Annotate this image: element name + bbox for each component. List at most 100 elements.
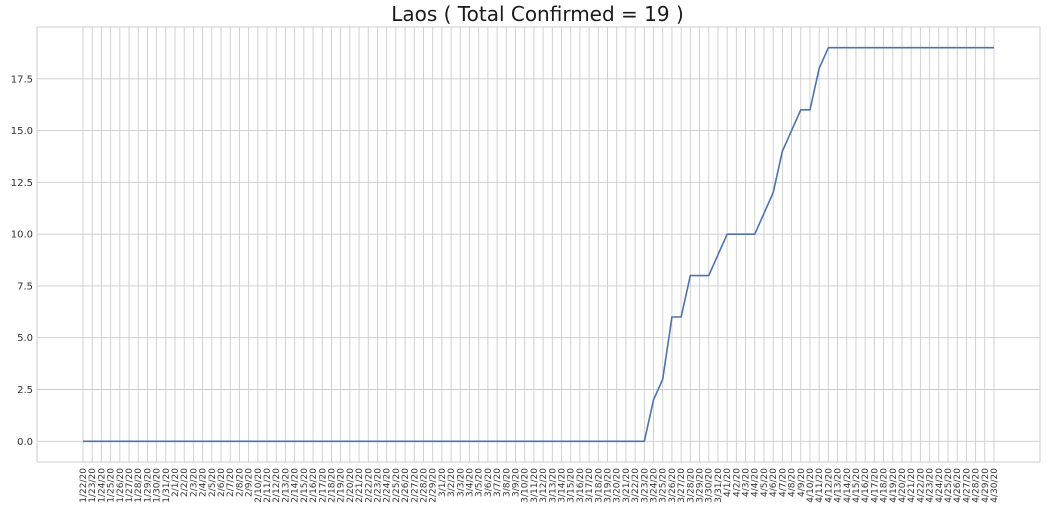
x-tick-label: 1/30/20 xyxy=(153,468,163,503)
x-tick-label: 4/30/20 xyxy=(990,468,1000,503)
x-tick-label: 2/15/20 xyxy=(300,468,310,503)
x-tick-label: 4/9/20 xyxy=(797,468,807,497)
x-tick-label: 2/9/20 xyxy=(245,468,255,497)
x-tick-label: 3/30/20 xyxy=(705,468,715,503)
y-tick-label: 15.0 xyxy=(11,126,33,137)
x-tick-label: 3/3/20 xyxy=(456,468,466,497)
series-layer xyxy=(83,46,994,443)
x-tick-label: 1/24/20 xyxy=(97,468,107,503)
plot-frame xyxy=(36,26,1041,463)
x-tick-label: 2/26/20 xyxy=(401,468,411,503)
x-tick-label: 2/17/20 xyxy=(318,468,328,503)
x-tick-label: 3/24/20 xyxy=(650,468,660,503)
plot-border xyxy=(36,26,1041,463)
x-tick-label: 3/8/20 xyxy=(502,468,512,497)
x-tick-label: 4/28/20 xyxy=(972,468,982,503)
x-tick-label: 3/17/20 xyxy=(585,468,595,503)
x-tick-label: 1/31/20 xyxy=(162,468,172,503)
x-tick-label: 2/5/20 xyxy=(208,468,218,497)
x-tick-label: 4/8/20 xyxy=(788,468,798,497)
x-tick-label: 4/7/20 xyxy=(778,468,788,497)
x-tick-label: 4/10/20 xyxy=(806,468,816,503)
x-tick-label: 3/25/20 xyxy=(659,468,669,503)
x-tick-label: 4/18/20 xyxy=(880,468,890,503)
x-tick-label: 4/22/20 xyxy=(916,468,926,503)
x-tick-label: 2/14/20 xyxy=(291,468,301,503)
x-tick-label: 4/15/20 xyxy=(852,468,862,503)
x-tick-label: 3/16/20 xyxy=(576,468,586,503)
x-tick-label: 3/4/20 xyxy=(465,468,475,497)
x-tick-label: 2/23/20 xyxy=(373,468,383,503)
x-tick-label: 3/13/20 xyxy=(548,468,558,503)
y-tick-label: 7.5 xyxy=(17,281,33,292)
x-tick-label: 2/1/20 xyxy=(171,468,181,497)
x-tick-label: 4/6/20 xyxy=(769,468,779,497)
x-tick-label: 2/16/20 xyxy=(309,468,319,503)
x-tick-label: 2/6/20 xyxy=(217,468,227,497)
x-tick-label: 2/2/20 xyxy=(180,468,190,497)
x-tick-label: 4/26/20 xyxy=(953,468,963,503)
x-tick-label: 4/12/20 xyxy=(824,468,834,503)
x-tick-label: 4/23/20 xyxy=(926,468,936,503)
x-tick-label: 3/12/20 xyxy=(539,468,549,503)
x-tick-label: 4/24/20 xyxy=(935,468,945,503)
x-tick-label: 4/27/20 xyxy=(962,468,972,503)
y-tick-label: 2.5 xyxy=(17,385,33,396)
x-tick-label: 1/27/20 xyxy=(125,468,135,503)
x-tick-label: 4/16/20 xyxy=(861,468,871,503)
x-tick-label: 4/19/20 xyxy=(889,468,899,503)
x-tick-label: 4/20/20 xyxy=(898,468,908,503)
x-tick-label: 2/3/20 xyxy=(189,468,199,497)
x-tick-label: 3/9/20 xyxy=(511,468,521,497)
y-tick-label: 0.0 xyxy=(17,437,33,448)
x-tick-label: 4/4/20 xyxy=(751,468,761,497)
y-tick-labels: 0.0 2.5 5.0 7.5 10.0 12.5 15.0 17.5 xyxy=(11,74,33,448)
x-tick-label: 1/23/20 xyxy=(88,468,98,503)
x-tick-label: 3/18/20 xyxy=(594,468,604,503)
x-tick-label: 3/29/20 xyxy=(696,468,706,503)
x-tick-label: 4/11/20 xyxy=(815,468,825,503)
x-tick-label: 1/25/20 xyxy=(107,468,117,503)
x-tick-label: 3/26/20 xyxy=(668,468,678,503)
x-tick-label: 3/15/20 xyxy=(567,468,577,503)
x-tick-label: 3/22/20 xyxy=(631,468,641,503)
x-tick-label: 2/29/20 xyxy=(429,468,439,503)
y-tick-label: 5.0 xyxy=(17,333,33,344)
x-tick-label: 3/1/20 xyxy=(438,468,448,497)
x-tick-label: 4/17/20 xyxy=(870,468,880,503)
x-tick-label: 4/29/20 xyxy=(981,468,991,503)
x-tick-label: 3/19/20 xyxy=(604,468,614,503)
x-tick-label: 3/31/20 xyxy=(714,468,724,503)
x-tick-label: 3/6/20 xyxy=(484,468,494,497)
chart-title: Laos ( Total Confirmed = 19 ) xyxy=(391,2,684,26)
x-tick-label: 3/20/20 xyxy=(613,468,623,503)
x-tick-label: 2/7/20 xyxy=(226,468,236,497)
x-tick-label: 2/24/20 xyxy=(383,468,393,503)
x-tick-label: 2/21/20 xyxy=(355,468,365,503)
x-tick-label: 4/1/20 xyxy=(723,468,733,497)
x-tick-label: 2/12/20 xyxy=(272,468,282,503)
series-line xyxy=(83,46,994,443)
x-tick-label: 3/27/20 xyxy=(677,468,687,503)
x-tick-label: 2/22/20 xyxy=(364,468,374,503)
x-tick-label: 2/11/20 xyxy=(263,468,273,503)
x-tick-label: 3/10/20 xyxy=(521,468,531,503)
x-tick-label: 4/2/20 xyxy=(732,468,742,497)
x-tick-label: 1/26/20 xyxy=(116,468,126,503)
x-tick-label: 3/2/20 xyxy=(447,468,457,497)
x-tick-label: 2/10/20 xyxy=(254,468,264,503)
x-tick-label: 3/11/20 xyxy=(530,468,540,503)
x-tick-label: 4/13/20 xyxy=(834,468,844,503)
x-tick-label: 3/5/20 xyxy=(475,468,485,497)
grid-layer xyxy=(37,27,1040,462)
x-tick-label: 2/28/20 xyxy=(419,468,429,503)
y-tick-label: 12.5 xyxy=(11,178,33,189)
x-tick-label: 2/20/20 xyxy=(346,468,356,503)
x-tick-label: 4/5/20 xyxy=(760,468,770,497)
x-tick-label: 4/14/20 xyxy=(843,468,853,503)
x-tick-label: 2/25/20 xyxy=(392,468,402,503)
x-tick-label: 2/27/20 xyxy=(410,468,420,503)
x-tick-label: 3/7/20 xyxy=(493,468,503,497)
x-tick-label: 1/28/20 xyxy=(134,468,144,503)
x-tick-label: 3/23/20 xyxy=(640,468,650,503)
